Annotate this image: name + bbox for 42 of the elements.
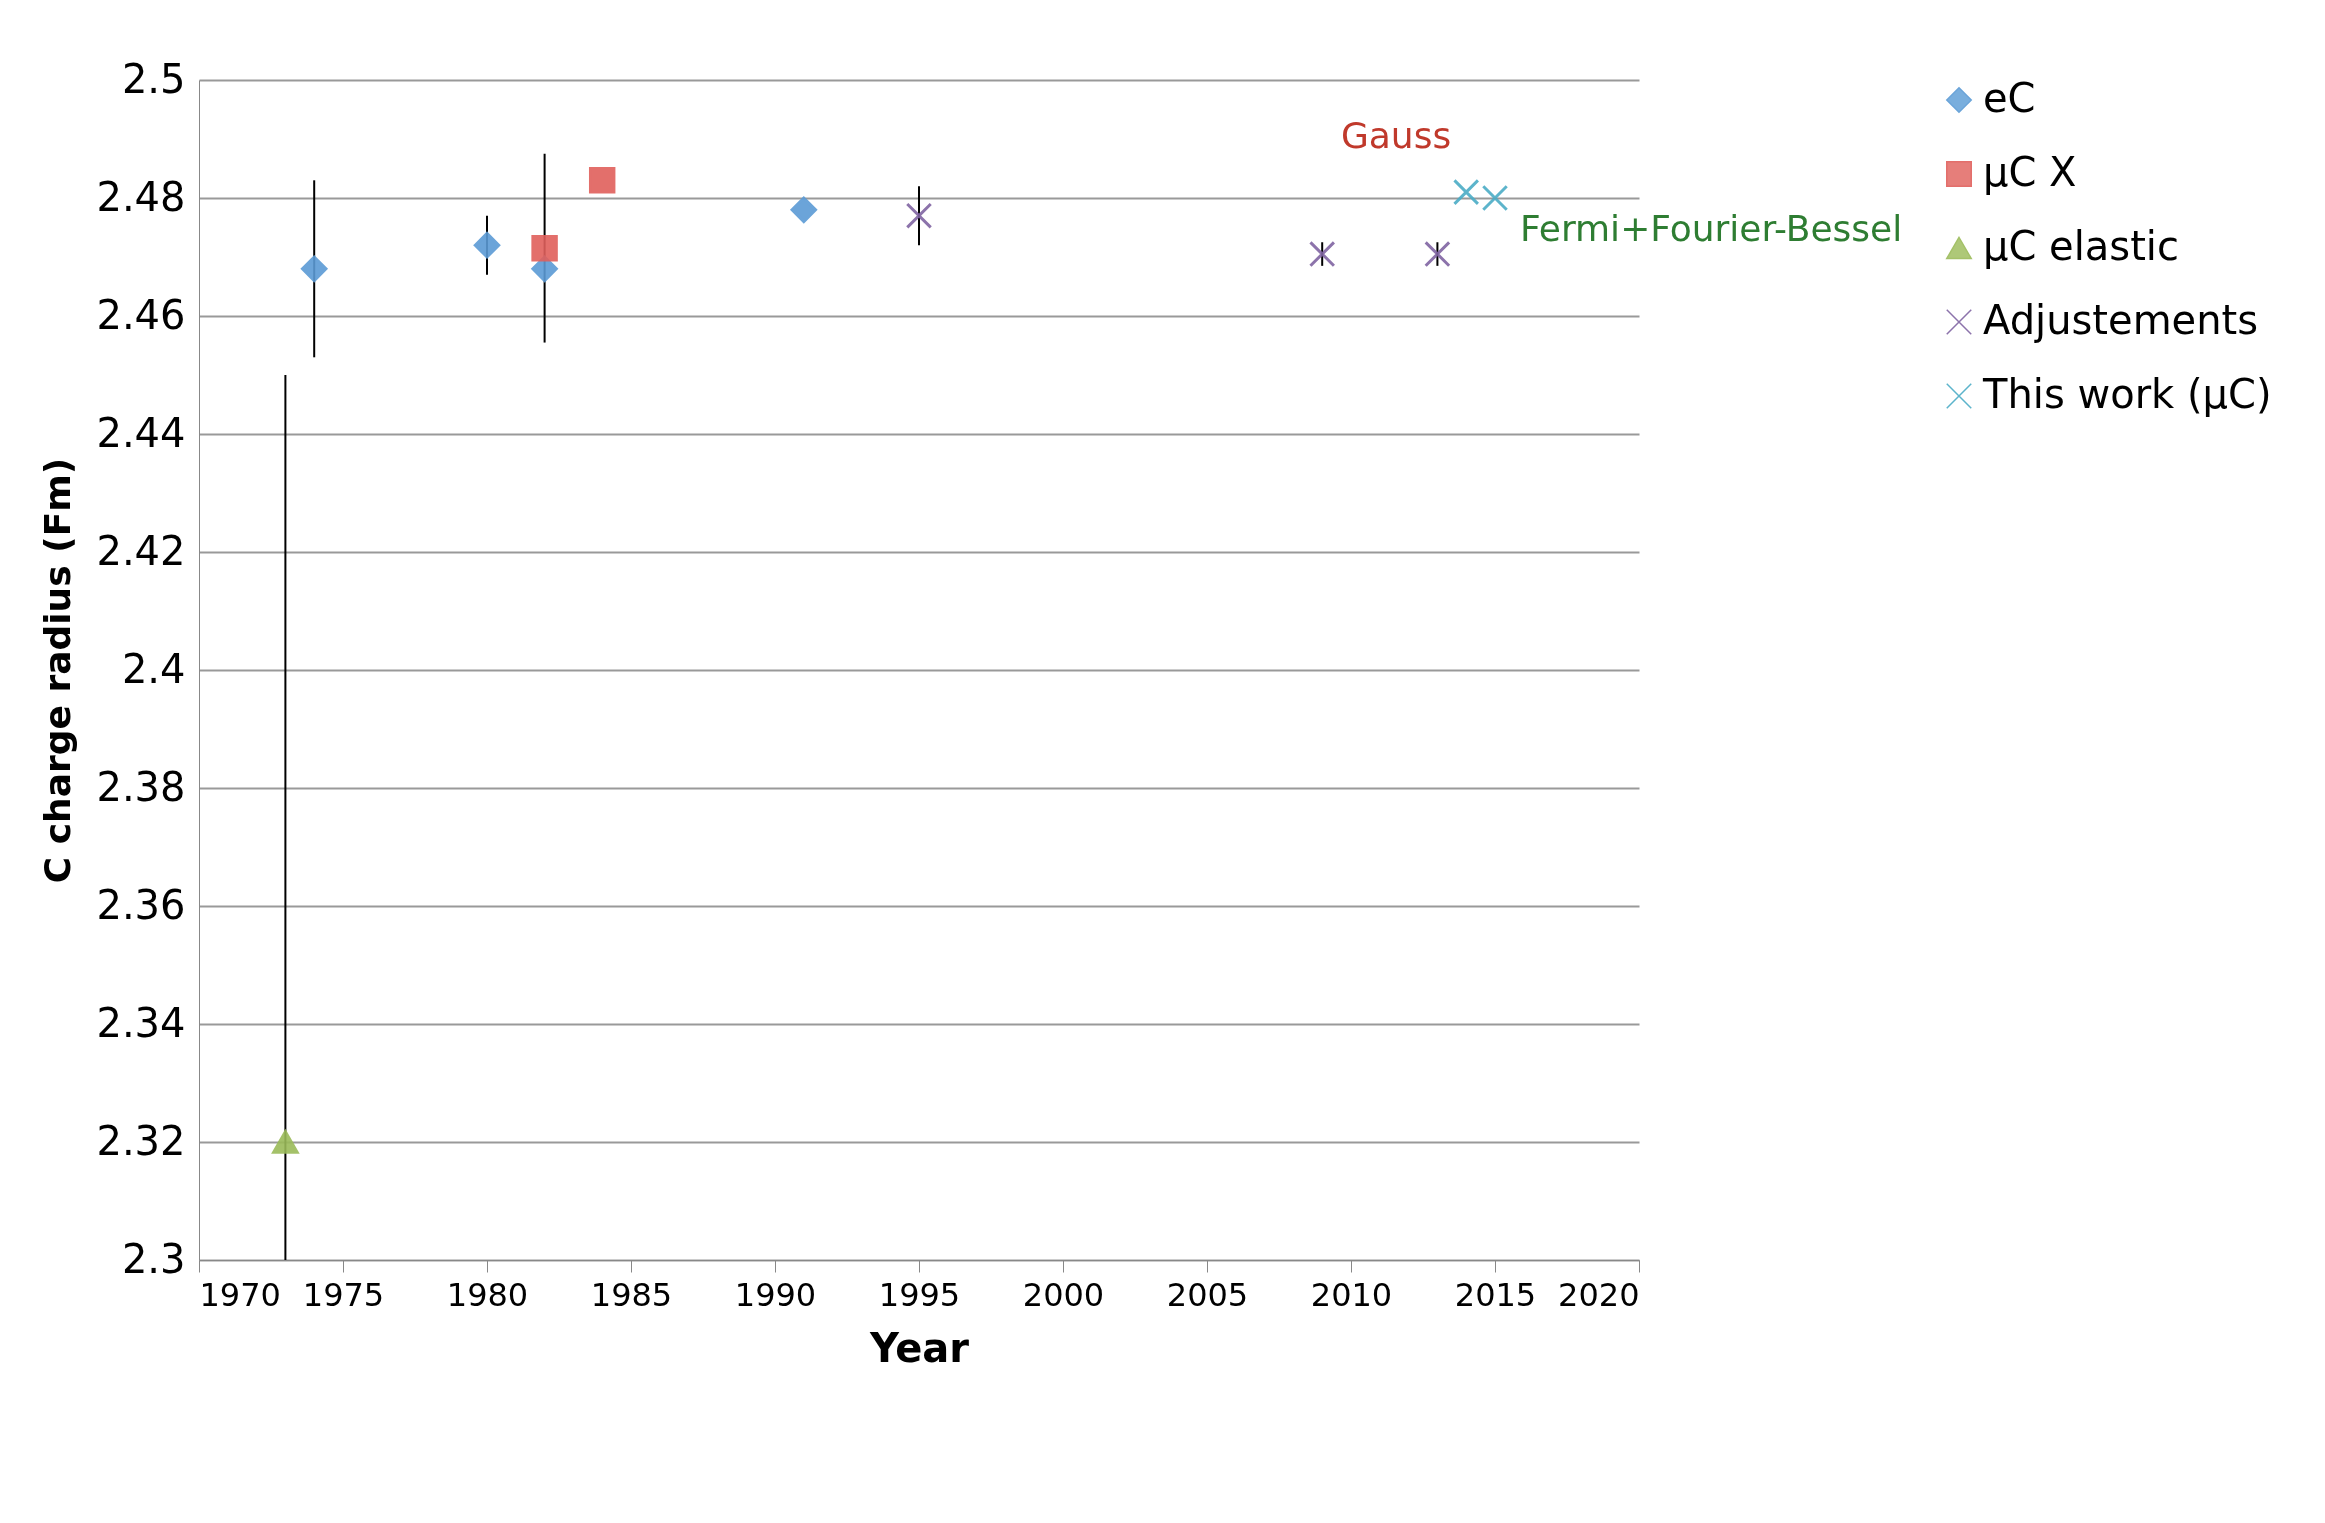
y-tick-label: 2.46 xyxy=(96,291,186,338)
y-tick-label: 2.44 xyxy=(96,409,186,456)
legend-label: eC xyxy=(1983,75,2036,121)
point xyxy=(300,255,328,283)
x-tick-label: 1980 xyxy=(446,1275,529,1314)
x-tick-label: 1970 xyxy=(199,1275,281,1314)
annotation: Gauss xyxy=(1340,115,1452,157)
point xyxy=(588,167,616,194)
annotation: Fermi+Fourier-Bessel xyxy=(1520,208,1903,249)
y-tick-label: 2.36 xyxy=(96,881,186,928)
x-axis-title: Year xyxy=(868,1324,970,1371)
y-tick-label: 2.42 xyxy=(96,527,186,574)
x-tick-label: 1990 xyxy=(734,1275,817,1314)
legend-label: μC elastic xyxy=(1983,223,2179,269)
x-tick-label: 2010 xyxy=(1310,1275,1393,1314)
point xyxy=(1308,240,1336,268)
point xyxy=(1424,240,1451,268)
x-tick-label: 2000 xyxy=(1022,1275,1105,1314)
point xyxy=(272,1130,299,1154)
y-tick-label: 2.3 xyxy=(121,1235,186,1282)
x-tick-label: 2020 xyxy=(1558,1275,1640,1314)
legend-label: Adjustements xyxy=(1983,297,2259,343)
point xyxy=(790,196,818,224)
y-tick-label: 2.38 xyxy=(96,763,186,810)
point xyxy=(905,202,933,229)
x-tick-label: 1985 xyxy=(590,1275,673,1314)
point xyxy=(1452,178,1480,206)
point xyxy=(1481,184,1509,212)
x-tick-label: 1995 xyxy=(878,1275,961,1314)
y-tick-label: 2.34 xyxy=(96,999,186,1046)
point xyxy=(473,231,501,259)
x-tick-label: 2005 xyxy=(1166,1275,1249,1314)
point xyxy=(531,234,558,262)
y-tick-label: 2.32 xyxy=(96,1117,186,1164)
y-tick-label: 2.5 xyxy=(121,55,186,102)
legend-label: μC X xyxy=(1983,149,2077,195)
x-tick-label: 2015 xyxy=(1454,1275,1537,1314)
legend-label: This work (μC) xyxy=(1982,371,2272,417)
y-tick-label: 2.48 xyxy=(96,173,186,220)
x-tick-label: 1975 xyxy=(302,1275,385,1314)
y-axis-title: C charge radius (Fm) xyxy=(37,457,79,884)
y-tick-label: 2.4 xyxy=(121,645,186,692)
